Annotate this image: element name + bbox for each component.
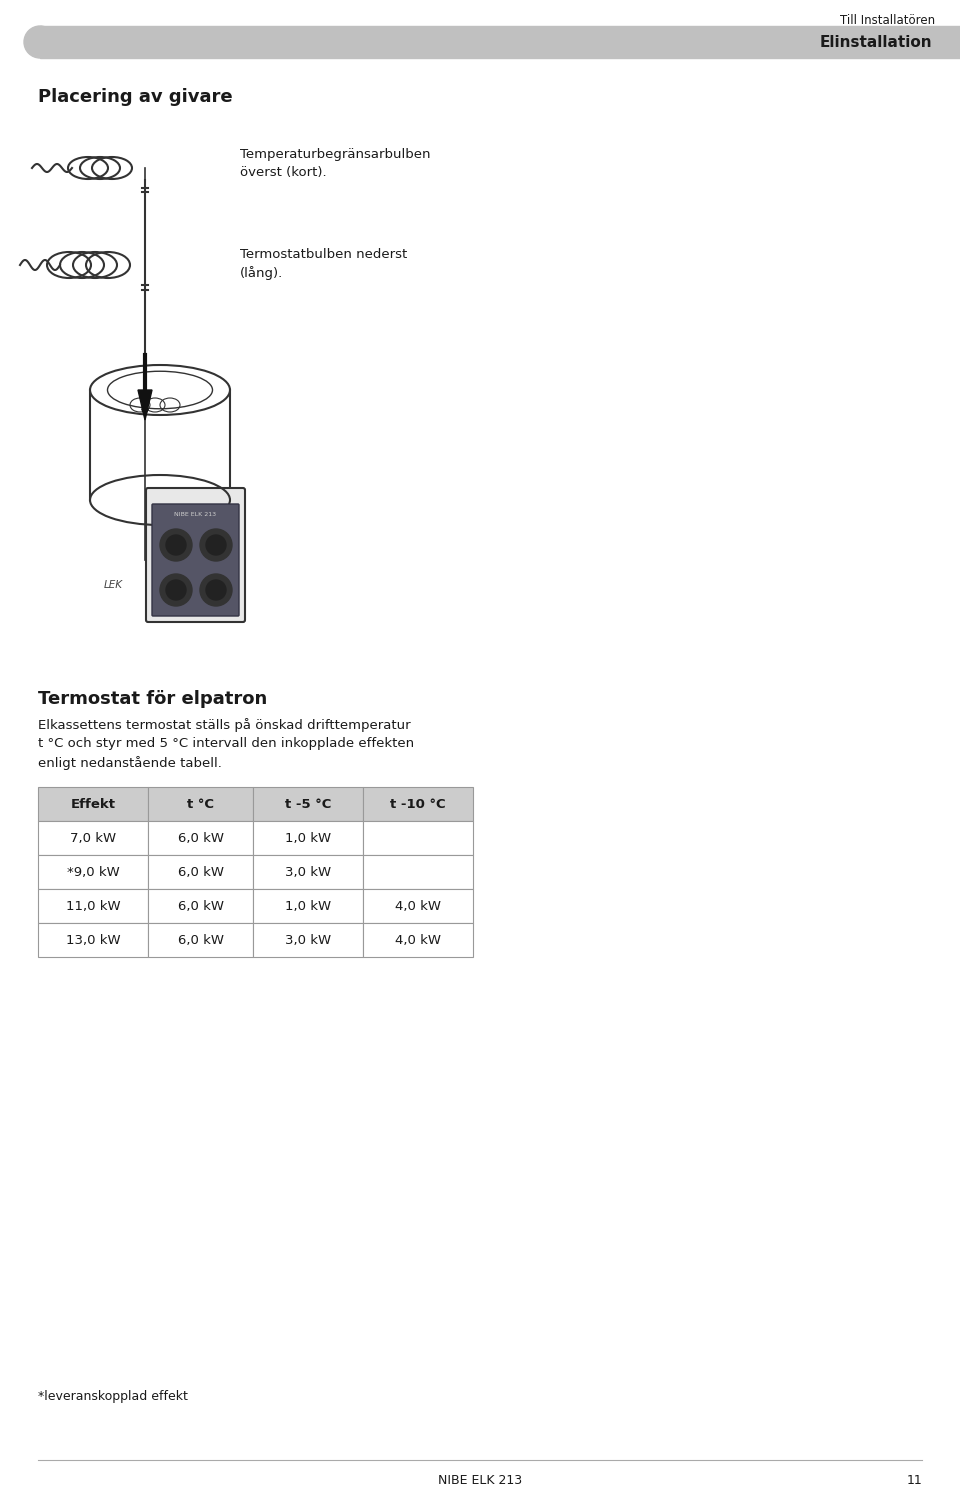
Text: LEK: LEK xyxy=(104,580,123,589)
Bar xyxy=(253,856,363,889)
Text: 3,0 kW: 3,0 kW xyxy=(285,866,331,878)
Text: Termostat för elpatron: Termostat för elpatron xyxy=(38,690,267,708)
Bar xyxy=(253,923,363,957)
Text: Temperaturbegränsarbulben
överst (kort).: Temperaturbegränsarbulben överst (kort). xyxy=(240,148,430,180)
Polygon shape xyxy=(40,25,960,58)
Bar xyxy=(253,787,363,821)
Text: Elkassettens termostat ställs på önskad drifttemperatur: Elkassettens termostat ställs på önskad … xyxy=(38,718,411,732)
Text: 4,0 kW: 4,0 kW xyxy=(395,899,441,913)
Text: Termostatbulben nederst
(lång).: Termostatbulben nederst (lång). xyxy=(240,248,407,280)
Bar xyxy=(38,889,148,923)
Text: *9,0 kW: *9,0 kW xyxy=(66,866,119,878)
Text: 11,0 kW: 11,0 kW xyxy=(65,899,120,913)
Text: 13,0 kW: 13,0 kW xyxy=(65,934,120,947)
Circle shape xyxy=(200,574,232,606)
Bar xyxy=(38,821,148,856)
Text: 3,0 kW: 3,0 kW xyxy=(285,934,331,947)
Circle shape xyxy=(166,580,186,600)
Text: Elinstallation: Elinstallation xyxy=(820,34,932,49)
Bar xyxy=(38,856,148,889)
Text: 6,0 kW: 6,0 kW xyxy=(178,899,224,913)
Text: 4,0 kW: 4,0 kW xyxy=(395,934,441,947)
Bar xyxy=(148,787,253,821)
Bar xyxy=(38,923,148,957)
FancyBboxPatch shape xyxy=(146,488,245,622)
Text: 6,0 kW: 6,0 kW xyxy=(178,934,224,947)
Bar xyxy=(148,923,253,957)
Text: enligt nedanstående tabell.: enligt nedanstående tabell. xyxy=(38,755,222,770)
Text: *leveranskopplad effekt: *leveranskopplad effekt xyxy=(38,1390,188,1403)
Bar xyxy=(363,923,473,957)
Circle shape xyxy=(24,25,56,58)
Bar xyxy=(148,821,253,856)
Circle shape xyxy=(166,536,186,555)
Bar xyxy=(363,856,473,889)
Bar xyxy=(253,821,363,856)
Bar xyxy=(38,787,148,821)
Bar xyxy=(363,889,473,923)
Text: Placering av givare: Placering av givare xyxy=(38,88,232,106)
Text: Till Installatören: Till Installatören xyxy=(840,13,935,27)
Bar xyxy=(363,787,473,821)
Text: 6,0 kW: 6,0 kW xyxy=(178,832,224,845)
Circle shape xyxy=(160,530,192,561)
Text: 1,0 kW: 1,0 kW xyxy=(285,899,331,913)
Text: 11: 11 xyxy=(906,1474,922,1487)
Bar xyxy=(148,889,253,923)
Text: 6,0 kW: 6,0 kW xyxy=(178,866,224,878)
Bar xyxy=(363,821,473,856)
Text: Effekt: Effekt xyxy=(70,797,115,811)
Text: t °C: t °C xyxy=(187,797,214,811)
Circle shape xyxy=(160,574,192,606)
Circle shape xyxy=(206,580,226,600)
FancyBboxPatch shape xyxy=(152,504,239,616)
Text: 7,0 kW: 7,0 kW xyxy=(70,832,116,845)
Text: t -10 °C: t -10 °C xyxy=(390,797,445,811)
Bar xyxy=(148,856,253,889)
Circle shape xyxy=(206,536,226,555)
Text: NIBE ELK 213: NIBE ELK 213 xyxy=(175,512,217,518)
Text: NIBE ELK 213: NIBE ELK 213 xyxy=(438,1474,522,1487)
Circle shape xyxy=(200,530,232,561)
Polygon shape xyxy=(138,390,152,420)
Text: t °C och styr med 5 °C intervall den inkopplade effekten: t °C och styr med 5 °C intervall den ink… xyxy=(38,738,414,749)
Bar xyxy=(253,889,363,923)
Text: t -5 °C: t -5 °C xyxy=(285,797,331,811)
Text: 1,0 kW: 1,0 kW xyxy=(285,832,331,845)
